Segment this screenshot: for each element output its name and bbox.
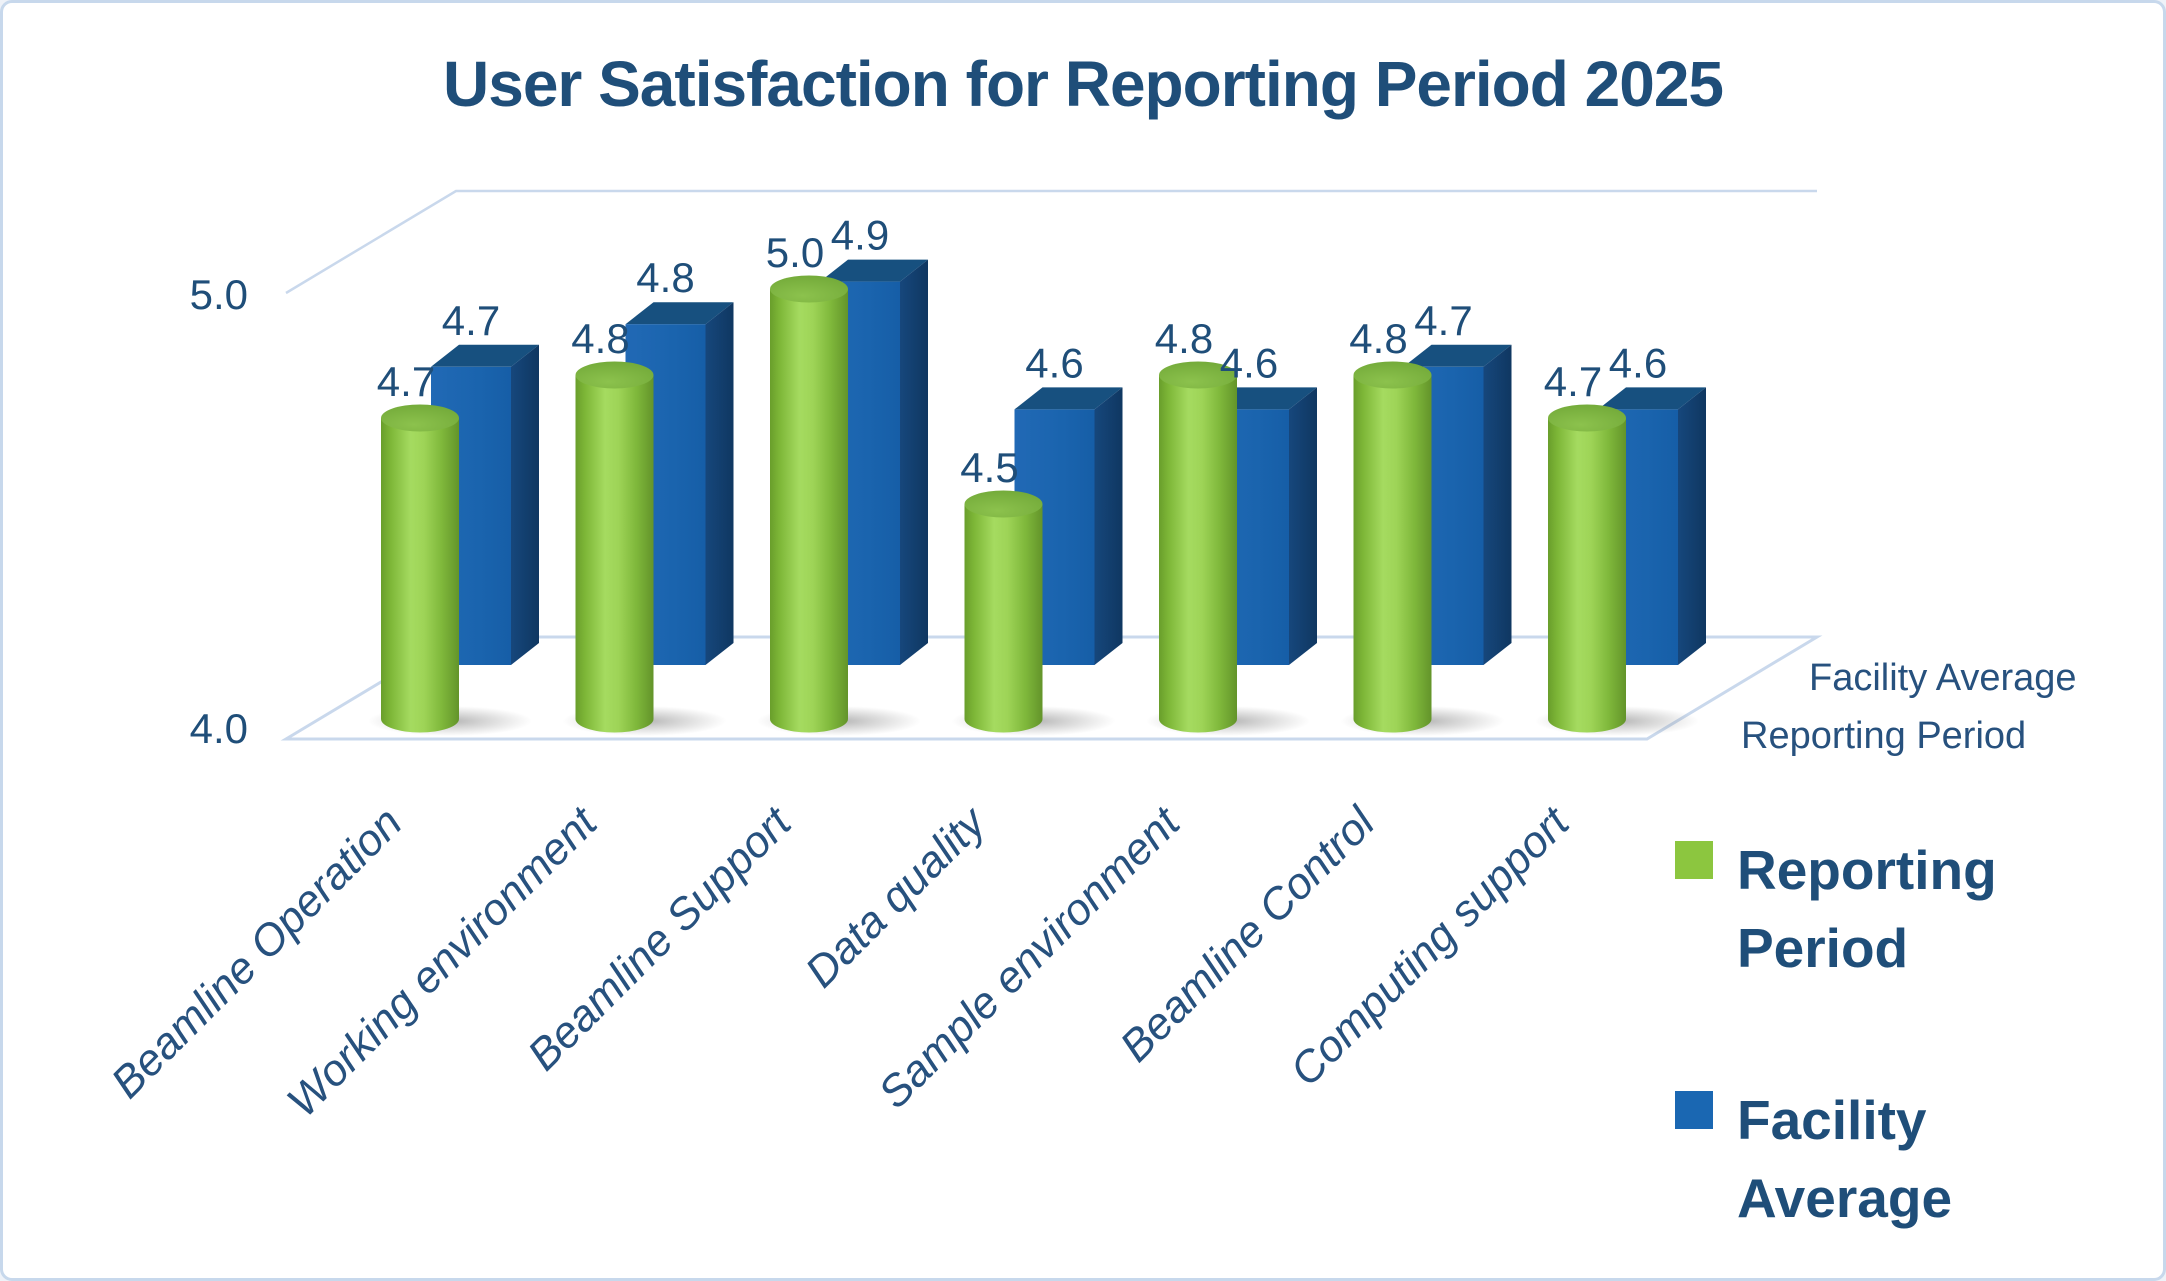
- legend-swatch-facility-average: [1675, 1091, 1713, 1129]
- bar-reporting-period-6-top-cap: [1548, 404, 1626, 432]
- bar-facility-average-0-side: [511, 344, 539, 665]
- data-label-facility-average-4: 4.6: [1220, 339, 1278, 386]
- depth-axis-label-facility-average: Facility Average: [1809, 657, 2077, 699]
- bar-reporting-period-5-top-cap: [1353, 361, 1432, 389]
- data-label-reporting-period-2: 5.0: [766, 229, 824, 276]
- data-label-reporting-period-1: 4.8: [571, 315, 629, 362]
- plot-area: 4.74.7 4.84.85.0 4.94.54.64.84.64.8 4.74.7 4…: [280, 189, 1823, 741]
- bar-facility-average-2-top: [820, 259, 928, 282]
- data-label-reporting-period-0: 4.7: [377, 358, 435, 405]
- bar-facility-average-0-top: [431, 344, 539, 367]
- bar-facility-average-6-side: [1678, 387, 1706, 665]
- bar-facility-average-3-side: [1094, 387, 1123, 665]
- bar-reporting-period-5: [1353, 375, 1432, 719]
- bar-facility-average-5-side: [1483, 344, 1512, 665]
- data-label-reporting-period-3: 4.5: [960, 444, 1018, 491]
- bar-facility-average-2-side: [900, 259, 928, 665]
- bar-reporting-period-3-top-cap: [964, 490, 1043, 518]
- data-label-facility-average-1: 4.8: [636, 254, 694, 301]
- data-label-reporting-period-4: 4.8: [1155, 315, 1213, 362]
- bar-facility-average-1-side: [705, 302, 734, 665]
- bar-reporting-period-2: [770, 289, 848, 719]
- y-axis-tick-max: 5.0: [189, 271, 248, 318]
- data-label-facility-average-2: 4.9: [831, 212, 889, 259]
- data-label-facility-average-3: 4.6: [1025, 339, 1083, 386]
- gridline-5.0: [285, 189, 1817, 295]
- data-label-reporting-period-6: 4.7: [1544, 358, 1602, 405]
- data-label-facility-average-0: 4.7: [442, 297, 500, 344]
- bar-reporting-period-3: [964, 504, 1043, 719]
- depth-axis-label-reporting-period: Reporting Period: [1741, 715, 2027, 757]
- legend-item-reporting-period: Reporting Period: [1675, 831, 2057, 987]
- data-labels-group: 4.74.7 4.84.85.0 4.94.54.64.84.64.8 4.74.7 4…: [377, 212, 1667, 491]
- bar-facility-average-4-side: [1289, 387, 1317, 665]
- data-label-facility-average-6: 4.6: [1609, 339, 1667, 386]
- bar-reporting-period-1-top-cap: [575, 361, 654, 389]
- data-label-facility-average-5: 4.7: [1414, 297, 1472, 344]
- y-axis-tick-min: 4.0: [189, 705, 248, 752]
- bar-reporting-period-4: [1159, 375, 1237, 719]
- legend-label-reporting-period: Reporting Period: [1737, 839, 1997, 980]
- bar-reporting-period-4-top-cap: [1159, 361, 1237, 389]
- bar-reporting-period-1: [575, 375, 654, 719]
- bar-reporting-period-2-top-cap: [770, 275, 848, 303]
- legend-label-facility-average: Facility Average: [1737, 1089, 1953, 1230]
- bar-facility-average-6-top: [1598, 387, 1706, 410]
- bar-reporting-period-6: [1548, 418, 1626, 719]
- bar-facility-average-1-top: [625, 302, 734, 325]
- bars-group: [368, 259, 1706, 736]
- data-label-reporting-period-5: 4.8: [1349, 315, 1407, 362]
- bar-reporting-period-0-top-cap: [381, 404, 459, 432]
- bar-facility-average-3-top: [1014, 387, 1123, 410]
- bar-facility-average-5-top: [1403, 344, 1512, 367]
- chart-title: User Satisfaction for Reporting Period 2…: [443, 48, 1724, 120]
- bar-reporting-period-0: [381, 418, 459, 719]
- legend-item-facility-average: Facility Average: [1675, 1081, 2057, 1237]
- legend-swatch-reporting-period: [1675, 841, 1713, 879]
